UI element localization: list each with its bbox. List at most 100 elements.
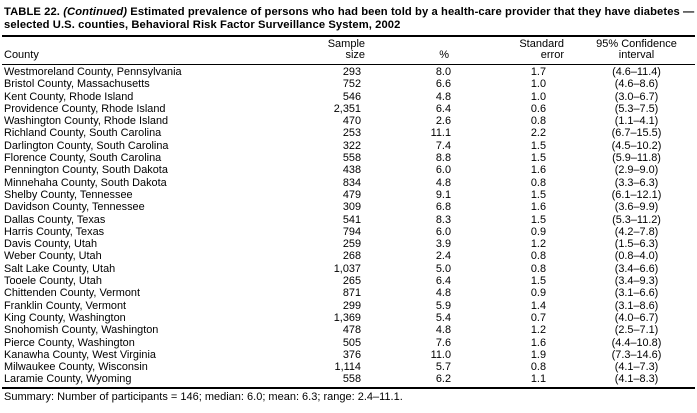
confidence-interval-cell: (1.5–6.3) xyxy=(614,238,659,251)
county-cell: Pennington County, South Dakota xyxy=(4,164,168,177)
sample-size-cell: 558 xyxy=(342,373,361,386)
standard-error-cell: 1.5 xyxy=(530,188,546,201)
percent-cell: 9.1 xyxy=(435,188,451,201)
percent-cell: 8.3 xyxy=(435,213,451,226)
percent-cell: 11.1 xyxy=(430,127,451,140)
county-cell: Westmoreland County, Pennsylvania xyxy=(4,66,182,78)
sample-size-cell: 2,351 xyxy=(333,102,361,115)
standard-error-cell: 1.7 xyxy=(530,66,546,78)
standard-error-cell: 2.2 xyxy=(530,127,546,140)
confidence-interval-cell: (2.9–9.0) xyxy=(614,164,659,177)
table-title-line2: selected U.S. counties, Behavioral Risk … xyxy=(4,19,401,31)
standard-error-cell: 1.1 xyxy=(530,373,546,386)
confidence-interval-cell: (6.7–15.5) xyxy=(611,127,662,140)
table-row: Kent County, Rhode Island 546 4.8 1.0 (3.0–6… xyxy=(2,91,695,103)
county-cell: Davis County, Utah xyxy=(4,238,98,251)
standard-error-cell: 1.5 xyxy=(530,139,546,152)
standard-error-cell: 0.8 xyxy=(530,262,546,275)
percent-cell: 6.4 xyxy=(435,275,451,288)
standard-error-cell: 0.9 xyxy=(530,225,546,238)
sample-size-cell: 541 xyxy=(342,213,361,226)
table-row: Pierce County, Washington 505 7.6 1.6 (4.4–1… xyxy=(2,337,695,349)
table-row: Shelby County, Tennessee 479 9.1 1.5 (6.1–12… xyxy=(2,189,695,201)
confidence-interval-cell: (3.4–6.6) xyxy=(614,262,659,275)
column-header-confidence-interval: 95% Confidence interval xyxy=(552,36,695,65)
percent-cell: 7.6 xyxy=(435,336,451,349)
standard-error-cell: 1.6 xyxy=(530,336,546,349)
table-row: Harris County, Texas 794 6.0 0.9 (4.2–7.8) xyxy=(2,226,695,238)
table-row: Pennington County, South Dakota 438 6.0 1.6… xyxy=(2,164,695,176)
confidence-interval-cell: (5.3–7.5) xyxy=(614,102,659,115)
sample-size-cell: 1,037 xyxy=(333,262,361,275)
standard-error-cell: 0.8 xyxy=(530,250,546,263)
table-row: Snohomish County, Washington 478 4.8 1.2 (2.… xyxy=(2,324,695,336)
table-row: Kanawha County, West Virginia 376 11.0 1.9 (… xyxy=(2,349,695,361)
sample-size-cell: 268 xyxy=(342,250,361,263)
standard-error-cell: 0.8 xyxy=(530,361,546,374)
header-row: County Sample size % Standard error 95% … xyxy=(2,36,695,65)
county-cell: Richland County, South Carolina xyxy=(4,127,162,140)
confidence-interval-cell: (5.9–11.8) xyxy=(612,152,661,165)
confidence-interval-cell: (7.3–14.6) xyxy=(611,348,662,361)
confidence-interval-cell: (4.1–8.3) xyxy=(614,373,659,386)
standard-error-cell: 1.2 xyxy=(530,238,546,251)
sample-size-cell: 322 xyxy=(342,139,361,152)
county-cell: Providence County, Rhode Island xyxy=(4,102,166,115)
county-cell: Kent County, Rhode Island xyxy=(4,90,134,103)
standard-error-cell: 0.7 xyxy=(530,311,546,324)
sample-size-cell: 794 xyxy=(342,225,361,238)
confidence-interval-cell: (0.8–4.0) xyxy=(614,250,659,263)
percent-cell: 5.4 xyxy=(435,311,451,324)
county-cell: Florence County, South Carolina xyxy=(4,152,162,165)
county-cell: Bristol County, Massachusetts xyxy=(4,78,150,91)
county-cell: Milwaukee County, Wisconsin xyxy=(4,361,148,374)
county-cell: Minnehaha County, South Dakota xyxy=(4,176,167,189)
column-header-standard-error: Standard error xyxy=(457,36,564,65)
sample-size-cell: 871 xyxy=(342,287,361,300)
sample-size-cell: 478 xyxy=(342,324,361,337)
percent-cell: 6.4 xyxy=(435,102,451,115)
table-title-prefix: TABLE 22. xyxy=(4,6,64,18)
table-row: King County, Washington 1,369 5.4 0.7 (4.0–6… xyxy=(2,312,695,324)
county-cell: Laramie County, Wyoming xyxy=(4,373,132,386)
county-cell: Davidson County, Tennessee xyxy=(4,201,145,214)
percent-cell: 6.8 xyxy=(435,201,451,214)
standard-error-cell: 0.9 xyxy=(530,287,546,300)
percent-cell: 4.8 xyxy=(435,324,451,337)
county-cell: Washington County, Rhode Island xyxy=(4,115,169,128)
standard-error-cell: 1.5 xyxy=(530,213,546,226)
table-row: Providence County, Rhode Island 2,351 6.4 0… xyxy=(2,103,695,115)
sample-size-cell: 299 xyxy=(342,299,361,312)
percent-cell: 5.0 xyxy=(435,262,451,275)
table-row: Bristol County, Massachusetts 752 6.6 1.0 (4… xyxy=(2,78,695,90)
sample-size-cell: 265 xyxy=(342,275,361,288)
confidence-interval-cell: (3.1–6.6) xyxy=(614,287,659,300)
sample-size-cell: 376 xyxy=(342,348,361,361)
county-cell: Kanawha County, West Virginia xyxy=(4,348,156,361)
table-row: Davidson County, Tennessee 309 6.8 1.6 (3.6–… xyxy=(2,201,695,213)
confidence-interval-cell: (3.3–6.3) xyxy=(614,176,659,189)
confidence-interval-cell: (4.4–10.8) xyxy=(611,336,662,349)
standard-error-cell: 1.5 xyxy=(530,152,546,165)
county-cell: Pierce County, Washington xyxy=(4,336,135,349)
table-row: Minnehaha County, South Dakota 834 4.8 0.8 (… xyxy=(2,177,695,189)
percent-cell: 4.8 xyxy=(435,90,451,103)
standard-error-cell: 1.5 xyxy=(530,275,546,288)
summary-line: Summary: Number of participants = 146; m… xyxy=(4,390,403,403)
standard-error-cell: 0.8 xyxy=(530,115,546,128)
county-cell: King County, Washington xyxy=(4,311,126,324)
sample-size-cell: 259 xyxy=(342,238,361,251)
percent-cell: 6.6 xyxy=(435,78,451,91)
county-cell: Chittenden County, Vermont xyxy=(4,287,141,300)
standard-error-cell: 1.6 xyxy=(530,164,546,177)
column-header-county-label: County xyxy=(4,49,39,61)
table-row: Chittenden County, Vermont 871 4.8 0.9 (3.1–… xyxy=(2,287,695,299)
standard-error-cell: 1.6 xyxy=(530,201,546,214)
sample-size-cell: 558 xyxy=(342,152,361,165)
sample-size-cell: 293 xyxy=(342,66,361,78)
confidence-interval-cell: (4.6–8.6) xyxy=(614,78,659,91)
confidence-interval-cell: (3.1–8.6) xyxy=(614,299,659,312)
column-header-percent: % xyxy=(367,36,457,65)
confidence-interval-cell: (2.5–7.1) xyxy=(614,324,659,337)
